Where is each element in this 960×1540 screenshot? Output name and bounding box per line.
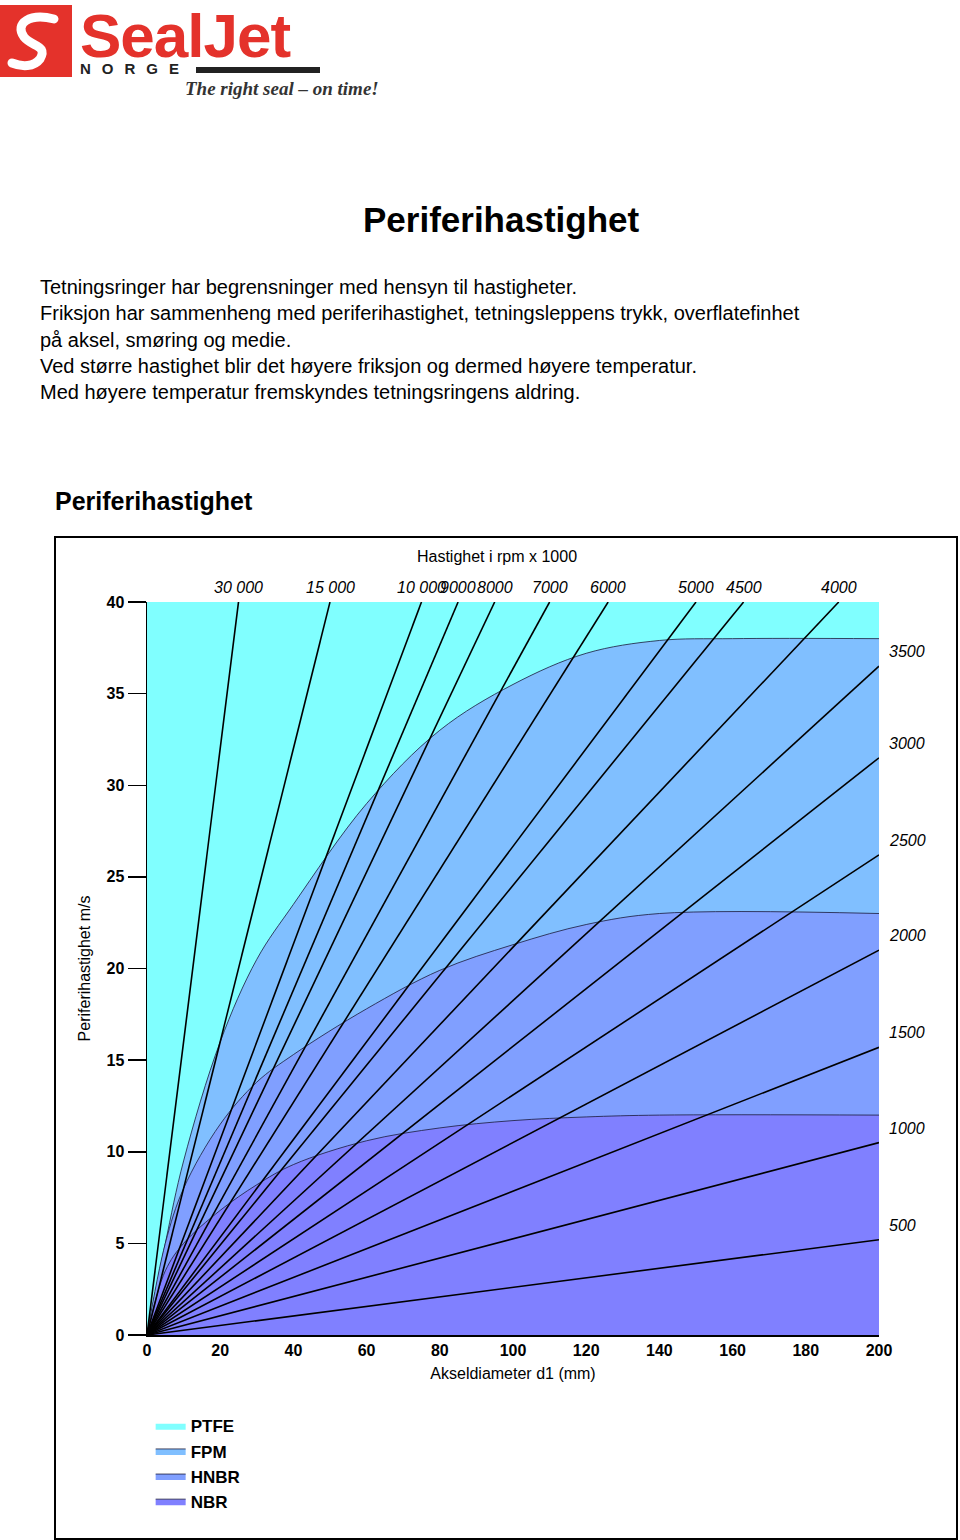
svg-text:Akseldiameter d1 (mm): Akseldiameter d1 (mm) bbox=[430, 1365, 595, 1382]
svg-text:30 000: 30 000 bbox=[214, 579, 263, 596]
svg-text:NBR: NBR bbox=[191, 1493, 228, 1512]
svg-text:3500: 3500 bbox=[889, 643, 925, 660]
svg-text:15: 15 bbox=[107, 1052, 125, 1069]
svg-text:80: 80 bbox=[431, 1342, 449, 1359]
svg-text:5: 5 bbox=[115, 1235, 124, 1252]
svg-text:60: 60 bbox=[358, 1342, 376, 1359]
svg-text:4500: 4500 bbox=[726, 579, 762, 596]
html-text:SealJet: SealJet bbox=[80, 1, 291, 70]
svg-text:500: 500 bbox=[889, 1217, 916, 1234]
svg-text:FPM: FPM bbox=[191, 1443, 227, 1462]
svg-text:25: 25 bbox=[107, 868, 125, 885]
html-text:Friksjon har sammenheng med pe: Friksjon har sammenheng med periferihast… bbox=[40, 302, 800, 325]
svg-text:20: 20 bbox=[211, 1342, 229, 1359]
html-text:på aksel, smøring og medie.: på aksel, smøring og medie. bbox=[40, 328, 292, 351]
svg-text:40: 40 bbox=[285, 1342, 303, 1359]
svg-text:8000: 8000 bbox=[477, 579, 513, 596]
html-text:Med høyere temperatur fremskyn: Med høyere temperatur fremskyndes tetnin… bbox=[40, 381, 581, 404]
svg-text:100: 100 bbox=[500, 1342, 527, 1359]
svg-text:15 000: 15 000 bbox=[306, 579, 355, 596]
svg-text:HNBR: HNBR bbox=[191, 1468, 240, 1487]
svg-text:10: 10 bbox=[107, 1143, 125, 1160]
svg-text:200: 200 bbox=[866, 1342, 893, 1359]
svg-text:PTFE: PTFE bbox=[191, 1417, 234, 1436]
svg-text:2500: 2500 bbox=[889, 832, 926, 849]
svg-text:160: 160 bbox=[719, 1342, 746, 1359]
svg-text:180: 180 bbox=[792, 1342, 819, 1359]
svg-text:35: 35 bbox=[107, 685, 125, 702]
svg-text:2000: 2000 bbox=[889, 927, 926, 944]
html-text:Periferihastighet: Periferihastighet bbox=[55, 487, 253, 515]
svg-text:7000: 7000 bbox=[532, 579, 568, 596]
svg-text:Periferihastighet m/s: Periferihastighet m/s bbox=[76, 896, 93, 1042]
svg-text:10 000: 10 000 bbox=[397, 579, 446, 596]
svg-text:30: 30 bbox=[107, 777, 125, 794]
svg-text:1500: 1500 bbox=[889, 1024, 925, 1041]
svg-text:5000: 5000 bbox=[678, 579, 714, 596]
html-text:Tetningsringer har begrensning: Tetningsringer har begrensninger med hen… bbox=[40, 276, 577, 298]
svg-text:40: 40 bbox=[107, 594, 125, 611]
svg-text:0: 0 bbox=[115, 1327, 124, 1344]
html-text:NORGE: NORGE bbox=[80, 60, 190, 77]
svg-text:Hastighet i rpm x 1000: Hastighet i rpm x 1000 bbox=[417, 548, 577, 565]
svg-text:0: 0 bbox=[143, 1342, 152, 1359]
html-text:The right seal – on time!: The right seal – on time! bbox=[185, 78, 379, 99]
html-text:Ved større hastighet blir det: Ved større hastighet blir det høyere fri… bbox=[40, 354, 697, 377]
svg-text:3000: 3000 bbox=[889, 735, 925, 752]
svg-text:1000: 1000 bbox=[889, 1120, 925, 1137]
svg-text:6000: 6000 bbox=[590, 579, 626, 596]
svg-text:140: 140 bbox=[646, 1342, 673, 1359]
svg-text:20: 20 bbox=[107, 960, 125, 977]
html-text:Periferihastighet: Periferihastighet bbox=[363, 200, 640, 239]
svg-text:9000: 9000 bbox=[440, 579, 476, 596]
svg-text:4000: 4000 bbox=[821, 579, 857, 596]
svg-text:120: 120 bbox=[573, 1342, 600, 1359]
